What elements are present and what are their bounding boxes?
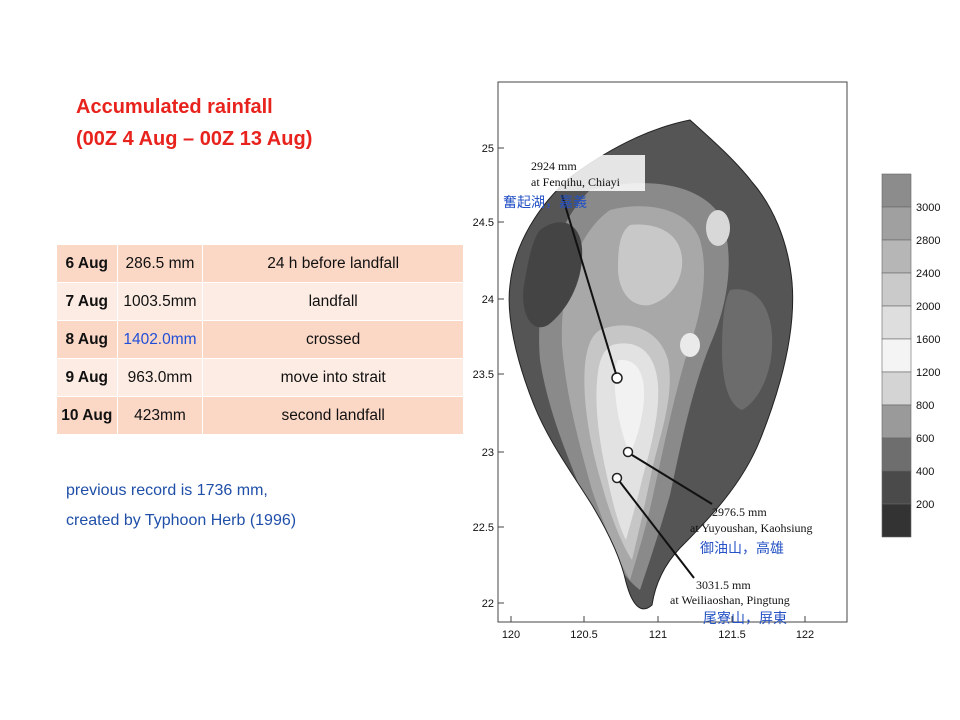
longitude-axis: 120 120.5 121 121.5 122 [502,616,814,641]
note-cell: crossed [202,320,464,359]
amount-cell: 286.5 mm [116,244,204,283]
station-marker-fenqihu [611,372,623,384]
lon-tick-label: 120.5 [570,629,598,641]
annotation-yuyoushan-amount: 2976.5 mm [712,505,767,519]
station-marker-yuyoushan [622,446,634,458]
legend-swatch [881,503,912,538]
annotation-weiliaoshan-chinese: 尾寮山，屏東 [703,610,787,627]
legend-swatch [881,437,912,472]
legend-label: 2000 [916,301,940,313]
table-row: 9 Aug 963.0mm move into strait [56,358,464,397]
legend-label: 800 [916,400,934,412]
legend-label: 2400 [916,268,940,280]
table-row: 10 Aug 423mm second landfall [56,396,464,435]
lon-tick-label: 121 [649,629,667,641]
annotation-fenqihu-chinese: 奮起湖，嘉義 [503,194,587,211]
record-note-line-2: created by Typhoon Herb (1996) [66,512,297,529]
annotation-yuyoushan: 2976.5 mm at Yuyoushan, Kaohsiung 御油山，高雄 [690,505,813,557]
lat-tick-label: 22.5 [473,522,494,534]
note-cell: second landfall [202,396,464,435]
date-cell: 7 Aug [56,282,118,321]
note-cell: move into strait [202,358,464,397]
title-line-2: (00Z 4 Aug – 00Z 13 Aug) [76,128,313,150]
lat-tick-label: 22 [482,598,494,610]
lat-tick-label: 24 [482,294,494,306]
date-cell: 10 Aug [56,396,118,435]
annotation-line-weiliaoshan [619,481,695,579]
date-cell: 6 Aug [56,244,118,283]
legend-label: 600 [916,433,934,445]
lon-tick-label: 122 [796,629,814,641]
annotation-fenqihu: 2924 mm at Fenqihu, Chiayi 奮起湖，嘉義 [503,155,645,211]
legend-swatch [881,173,912,208]
legend-swatch [881,206,912,241]
title-line-1: Accumulated rainfall [76,96,273,118]
legend-label: 200 [916,499,934,511]
legend-swatch [881,272,912,307]
legend-label: 400 [916,466,934,478]
annotation-line-yuyoushan [631,454,713,505]
island-outline [508,119,794,610]
amount-cell: 423mm [116,396,204,435]
daily-rainfall-table: 6 Aug 286.5 mm 24 h before landfall 7 Aug 10… [56,244,464,435]
note-cell: 24 h before landfall [202,244,464,283]
annotation-weiliaoshan-amount: 3031.5 mm [696,578,751,592]
rainfall-legend: 3000 2800 2400 2000 1600 1200 800 600 400 200 [881,173,940,538]
legend-swatch [881,338,912,373]
lat-tick-label: 23.5 [473,369,494,381]
date-cell: 8 Aug [56,320,118,359]
legend-swatch [881,371,912,406]
legend-swatch [881,404,912,439]
annotation-weiliaoshan-place: at Weiliaoshan, Pingtung [670,593,790,607]
annotation-fenqihu-place: at Fenqihu, Chiayi [531,175,621,189]
legend-label: 1200 [916,367,940,379]
latitude-axis: 25 24.5 24 23.5 23 22.5 22 [473,143,504,610]
legend-swatch [881,470,912,505]
record-note-line-1: previous record is 1736 mm, [66,482,268,499]
legend-label: 2800 [916,235,940,247]
lat-tick-label: 24.5 [473,217,494,229]
lon-tick-label: 120 [502,629,520,641]
annotation-fenqihu-amount: 2924 mm [531,159,577,173]
note-cell: landfall [202,282,464,321]
annotation-line-fenqihu [561,194,617,375]
annotation-yuyoushan-chinese: 御油山，高雄 [700,540,784,557]
amount-cell: 963.0mm [116,358,204,397]
table-row: 7 Aug 1003.5mm landfall [56,282,464,321]
date-cell: 9 Aug [56,358,118,397]
station-marker-weiliaoshan [611,472,623,484]
annotation-weiliaoshan: 3031.5 mm at Weiliaoshan, Pingtung 尾寮山，屏… [670,578,790,627]
lat-tick-label: 25 [482,143,494,155]
legend-label: 1600 [916,334,940,346]
lat-tick-label: 23 [482,447,494,459]
legend-label: 3000 [916,202,940,214]
lon-tick-label: 121.5 [718,629,746,641]
table-row: 8 Aug 1402.0mm crossed [56,320,464,359]
legend-swatch [881,305,912,340]
annotation-yuyoushan-place: at Yuyoushan, Kaohsiung [690,521,813,535]
amount-cell: 1003.5mm [116,282,204,321]
table-row: 6 Aug 286.5 mm 24 h before landfall [56,244,464,283]
legend-swatch [881,239,912,274]
